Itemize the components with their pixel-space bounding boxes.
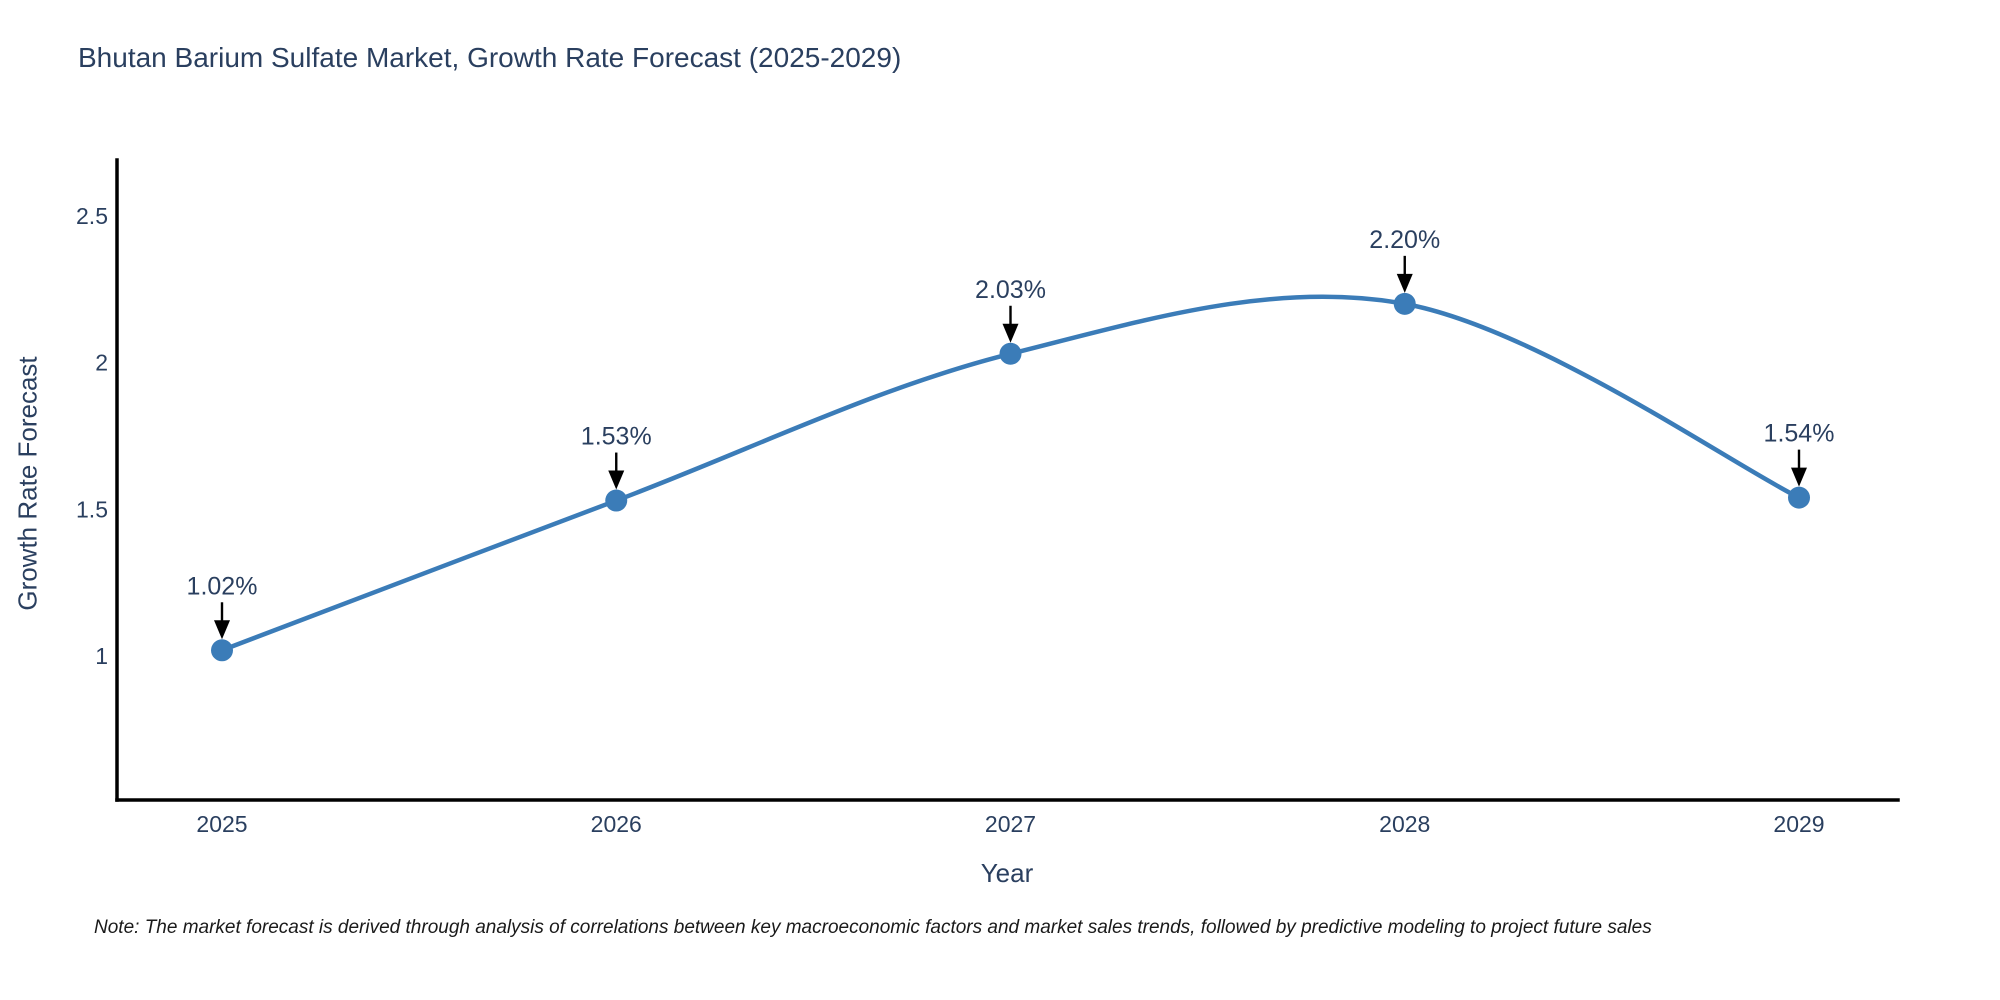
annotation-arrowhead-icon (1396, 273, 1413, 293)
x-tick-label: 2029 (1773, 811, 1824, 837)
x-tick-label: 2025 (196, 811, 247, 837)
annotation-arrowhead-icon (1791, 467, 1807, 487)
data-point-marker (999, 342, 1022, 365)
data-point-marker (1393, 292, 1416, 315)
footnote: Note: The market forecast is derived thr… (94, 917, 1652, 938)
annotation-arrowhead-icon (608, 470, 625, 490)
y-tick-label: 2 (95, 350, 108, 376)
y-tick-label: 2.5 (76, 203, 108, 229)
y-tick-label: 1 (95, 643, 108, 669)
x-tick-label: 2027 (985, 811, 1036, 837)
x-axis-title: Year (980, 858, 1034, 888)
x-tick-label: 2026 (591, 811, 642, 837)
annotation-arrowhead-icon (214, 620, 230, 640)
x-tick-label: 2028 (1379, 811, 1430, 837)
point-value-label: 2.03% (975, 276, 1046, 304)
point-value-label: 1.53% (581, 423, 652, 451)
data-point-marker (605, 489, 628, 512)
chart-title: Bhutan Barium Sulfate Market, Growth Rat… (78, 42, 902, 73)
point-value-label: 2.20% (1369, 226, 1440, 254)
annotation-arrowhead-icon (1002, 323, 1019, 343)
point-value-label: 1.02% (187, 572, 258, 600)
data-point-marker (1788, 486, 1810, 509)
data-point-marker (211, 639, 233, 662)
point-value-label: 1.54% (1764, 420, 1835, 448)
y-tick-label: 1.5 (76, 496, 108, 522)
